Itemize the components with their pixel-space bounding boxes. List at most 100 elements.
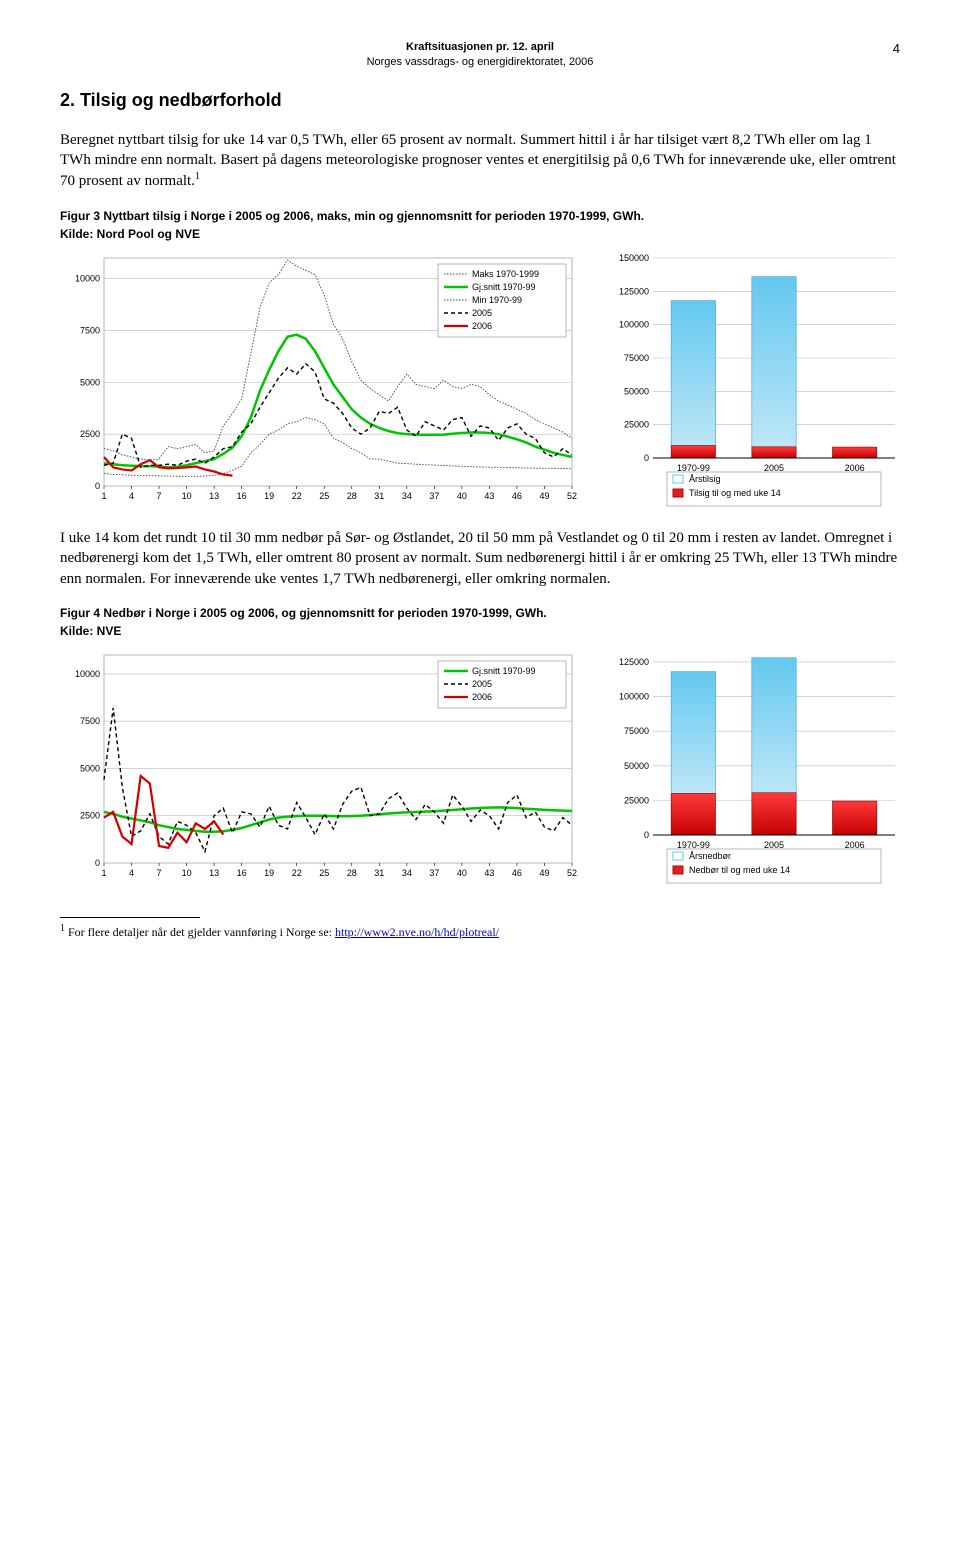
svg-text:50000: 50000 <box>624 386 649 396</box>
svg-text:25: 25 <box>319 868 329 878</box>
svg-text:2006: 2006 <box>472 321 492 331</box>
para1: Beregnet nyttbart tilsig for uke 14 var … <box>60 130 900 192</box>
svg-text:31: 31 <box>374 868 384 878</box>
svg-text:10: 10 <box>182 491 192 501</box>
fig3-bar-chart: 0 25000 50000 75000 100000 125000 150000 1970-9… <box>601 252 900 512</box>
svg-text:34: 34 <box>402 491 412 501</box>
svg-text:28: 28 <box>347 868 357 878</box>
svg-text:2005: 2005 <box>472 308 492 318</box>
svg-text:34: 34 <box>402 868 412 878</box>
svg-text:1: 1 <box>101 491 106 501</box>
svg-text:52: 52 <box>567 491 577 501</box>
svg-text:25: 25 <box>319 491 329 501</box>
svg-text:2006: 2006 <box>472 692 492 702</box>
svg-text:19: 19 <box>264 491 274 501</box>
svg-text:75000: 75000 <box>624 353 649 363</box>
svg-text:2006: 2006 <box>845 463 865 473</box>
svg-text:Tilsig til og med uke 14: Tilsig til og med uke 14 <box>689 488 781 498</box>
svg-text:1970-99: 1970-99 <box>677 463 710 473</box>
header-line1: Kraftsituasjonen pr. 12. april <box>60 40 900 55</box>
svg-text:13: 13 <box>209 491 219 501</box>
svg-text:22: 22 <box>292 868 302 878</box>
svg-text:1: 1 <box>101 868 106 878</box>
svg-text:28: 28 <box>347 491 357 501</box>
svg-text:2005: 2005 <box>764 840 784 850</box>
footnote-num: 1 <box>60 923 65 934</box>
svg-text:Gj.snitt 1970-99: Gj.snitt 1970-99 <box>472 282 536 292</box>
svg-text:52: 52 <box>567 868 577 878</box>
svg-text:43: 43 <box>484 491 494 501</box>
svg-text:19: 19 <box>264 868 274 878</box>
section-heading: 2. Tilsig og nedbørforhold <box>60 88 900 112</box>
svg-text:75000: 75000 <box>624 726 649 736</box>
footnote-text: For flere detaljer når det gjelder vannf… <box>68 925 335 939</box>
fig4-bar-chart: 0 25000 50000 75000 100000 125000 1970-99 2005 2… <box>601 649 900 889</box>
svg-text:50000: 50000 <box>624 761 649 771</box>
svg-text:0: 0 <box>644 453 649 463</box>
fig3-source: Kilde: Nord Pool og NVE <box>60 226 900 242</box>
svg-text:2500: 2500 <box>80 811 100 821</box>
svg-text:25000: 25000 <box>624 420 649 430</box>
svg-text:4: 4 <box>129 491 134 501</box>
svg-text:Årsnedbør: Årsnedbør <box>689 851 731 861</box>
para2: I uke 14 kom det rundt 10 til 30 mm nedb… <box>60 528 900 589</box>
header-line2: Norges vassdrags- og energidirektoratet,… <box>60 55 900 70</box>
svg-text:100000: 100000 <box>619 320 649 330</box>
svg-text:Nedbør til og med uke 14: Nedbør til og med uke 14 <box>689 865 790 875</box>
svg-text:46: 46 <box>512 491 522 501</box>
svg-text:16: 16 <box>237 868 247 878</box>
svg-text:46: 46 <box>512 868 522 878</box>
svg-text:16: 16 <box>237 491 247 501</box>
svg-text:31: 31 <box>374 491 384 501</box>
svg-text:10000: 10000 <box>75 274 100 284</box>
svg-text:2500: 2500 <box>80 429 100 439</box>
svg-text:7500: 7500 <box>80 326 100 336</box>
svg-text:100000: 100000 <box>619 692 649 702</box>
svg-text:37: 37 <box>429 491 439 501</box>
svg-text:37: 37 <box>429 868 439 878</box>
footnote-link[interactable]: http://www2.nve.no/h/hd/plotreal/ <box>335 925 499 939</box>
fig3-row: 0 2500 5000 7500 10000 1 4 7 10 13 16 19 22 25 28 31 34 3… <box>60 252 900 512</box>
para1-text: Beregnet nyttbart tilsig for uke 14 var … <box>60 132 896 190</box>
page-number: 4 <box>893 40 900 58</box>
fig4-row: 0 2500 5000 7500 10000 1 4 7 10 13 16 19 22 25 28 31 34 3… <box>60 649 900 889</box>
svg-text:4: 4 <box>129 868 134 878</box>
svg-text:22: 22 <box>292 491 302 501</box>
svg-text:7: 7 <box>157 868 162 878</box>
svg-text:2006: 2006 <box>845 840 865 850</box>
svg-text:5000: 5000 <box>80 764 100 774</box>
svg-text:2005: 2005 <box>472 679 492 689</box>
svg-text:25000: 25000 <box>624 796 649 806</box>
svg-text:49: 49 <box>539 868 549 878</box>
svg-text:43: 43 <box>484 868 494 878</box>
fig4-line-chart: 0 2500 5000 7500 10000 1 4 7 10 13 16 19 22 25 28 31 34 3… <box>60 649 577 889</box>
svg-text:125000: 125000 <box>619 657 649 667</box>
svg-text:10000: 10000 <box>75 669 100 679</box>
svg-text:10: 10 <box>182 868 192 878</box>
footnote: 1 For flere detaljer når det gjelder van… <box>60 922 900 940</box>
svg-text:Min 1970-99: Min 1970-99 <box>472 295 522 305</box>
svg-text:150000: 150000 <box>619 253 649 263</box>
svg-text:1970-99: 1970-99 <box>677 840 710 850</box>
svg-text:125000: 125000 <box>619 286 649 296</box>
svg-text:0: 0 <box>644 830 649 840</box>
footnote-separator <box>60 917 200 918</box>
svg-text:7: 7 <box>157 491 162 501</box>
svg-text:Maks 1970-1999: Maks 1970-1999 <box>472 269 539 279</box>
svg-text:2005: 2005 <box>764 463 784 473</box>
svg-text:40: 40 <box>457 868 467 878</box>
svg-text:5000: 5000 <box>80 377 100 387</box>
svg-text:0: 0 <box>95 481 100 491</box>
svg-text:Gj.snitt 1970-99: Gj.snitt 1970-99 <box>472 666 536 676</box>
fig3-line-chart: 0 2500 5000 7500 10000 1 4 7 10 13 16 19 22 25 28 31 34 3… <box>60 252 577 512</box>
fig4-source: Kilde: NVE <box>60 623 900 639</box>
fig3-caption: Figur 3 Nyttbart tilsig i Norge i 2005 o… <box>60 208 900 224</box>
footnote-marker: 1 <box>195 171 200 182</box>
svg-text:13: 13 <box>209 868 219 878</box>
svg-text:40: 40 <box>457 491 467 501</box>
svg-text:49: 49 <box>539 491 549 501</box>
svg-text:Årstilsig: Årstilsig <box>689 474 721 484</box>
svg-text:0: 0 <box>95 858 100 868</box>
svg-text:7500: 7500 <box>80 716 100 726</box>
page-header: 4 Kraftsituasjonen pr. 12. april Norges … <box>60 40 900 70</box>
